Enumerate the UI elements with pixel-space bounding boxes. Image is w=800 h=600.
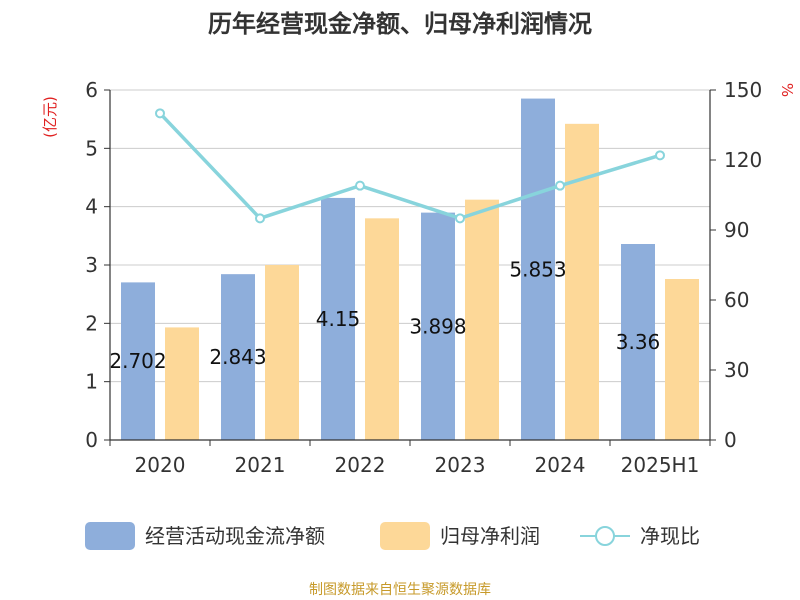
net-profit-bar bbox=[565, 123, 599, 440]
source-note: 制图数据来自恒生聚源数据库 bbox=[309, 582, 491, 598]
legend-swatch bbox=[85, 522, 135, 550]
cashflow-bar bbox=[621, 244, 655, 440]
left-axis-tick-label: 5 bbox=[85, 136, 98, 160]
ratio-point bbox=[155, 108, 165, 119]
left-axis-tick-label: 3 bbox=[85, 253, 98, 277]
cashflow-bar-label: 2.702 bbox=[109, 349, 166, 373]
x-axis-tick-label: 2022 bbox=[335, 453, 386, 477]
ratio-point bbox=[655, 150, 665, 161]
right-axis-tick-label: 150 bbox=[724, 78, 762, 102]
x-axis-tick-label: 2021 bbox=[235, 453, 286, 477]
chart-title: 历年经营现金净额、归母净利润情况 bbox=[208, 10, 592, 38]
legend-swatch bbox=[380, 522, 430, 550]
net-profit-bar bbox=[265, 265, 299, 440]
ratio-point bbox=[455, 213, 465, 224]
legend-label: 归母净利润 bbox=[440, 524, 540, 548]
left-axis-unit: (亿元) bbox=[41, 96, 59, 138]
right-axis-tick-label: 120 bbox=[724, 148, 762, 172]
cashflow-bar bbox=[321, 197, 355, 440]
right-axis-unit: % bbox=[778, 83, 796, 97]
bar-labels-layer: 2.702 2.843 4.15 3.898 5.853 3.36 bbox=[109, 257, 660, 373]
legend: 经营活动现金流净额 归母净利润 净现比 bbox=[85, 522, 700, 550]
cashflow-bar-label: 5.853 bbox=[509, 257, 566, 281]
cashflow-bar-label: 2.843 bbox=[209, 345, 266, 369]
ratio-point bbox=[255, 213, 265, 224]
ratio-line-layer bbox=[155, 108, 665, 224]
net-profit-bar bbox=[165, 327, 199, 440]
cashflow-bar bbox=[521, 98, 555, 440]
left-axis-tick-label: 2 bbox=[85, 311, 98, 335]
x-axis-tick-label: 2023 bbox=[435, 453, 486, 477]
right-axis-tick-label: 90 bbox=[724, 218, 749, 242]
left-axis-tick-label: 1 bbox=[85, 370, 98, 394]
cashflow-bar bbox=[121, 282, 155, 440]
ratio-point bbox=[355, 180, 365, 191]
ratio-line bbox=[158, 112, 661, 221]
left-axis-tick-label: 0 bbox=[85, 428, 98, 452]
bars-layer bbox=[121, 98, 699, 440]
net-profit-bar bbox=[365, 218, 399, 440]
cashflow-bar-label: 4.15 bbox=[316, 307, 361, 331]
net-profit-bar bbox=[465, 199, 499, 440]
cashflow-bar-label: 3.898 bbox=[409, 314, 466, 338]
legend-label: 净现比 bbox=[640, 524, 700, 548]
cashflow-bar bbox=[221, 274, 255, 440]
legend-marker bbox=[595, 526, 615, 546]
cashflow-bar-label: 3.36 bbox=[616, 330, 661, 354]
legend-label: 经营活动现金流净额 bbox=[145, 524, 325, 548]
right-axis-tick-label: 0 bbox=[724, 428, 737, 452]
cashflow-bar bbox=[421, 212, 455, 440]
x-axis-tick-label: 2024 bbox=[535, 453, 586, 477]
x-axis-tick-label: 2025H1 bbox=[621, 453, 700, 477]
grid-lines bbox=[110, 89, 710, 383]
right-axis-tick-label: 60 bbox=[724, 288, 749, 312]
net-profit-bar bbox=[665, 279, 699, 440]
right-axis-tick-label: 30 bbox=[724, 358, 749, 382]
x-axis-tick-label: 2020 bbox=[135, 453, 186, 477]
ratio-point bbox=[555, 180, 565, 191]
left-axis-tick-label: 4 bbox=[85, 195, 98, 219]
left-axis-tick-label: 6 bbox=[85, 78, 98, 102]
